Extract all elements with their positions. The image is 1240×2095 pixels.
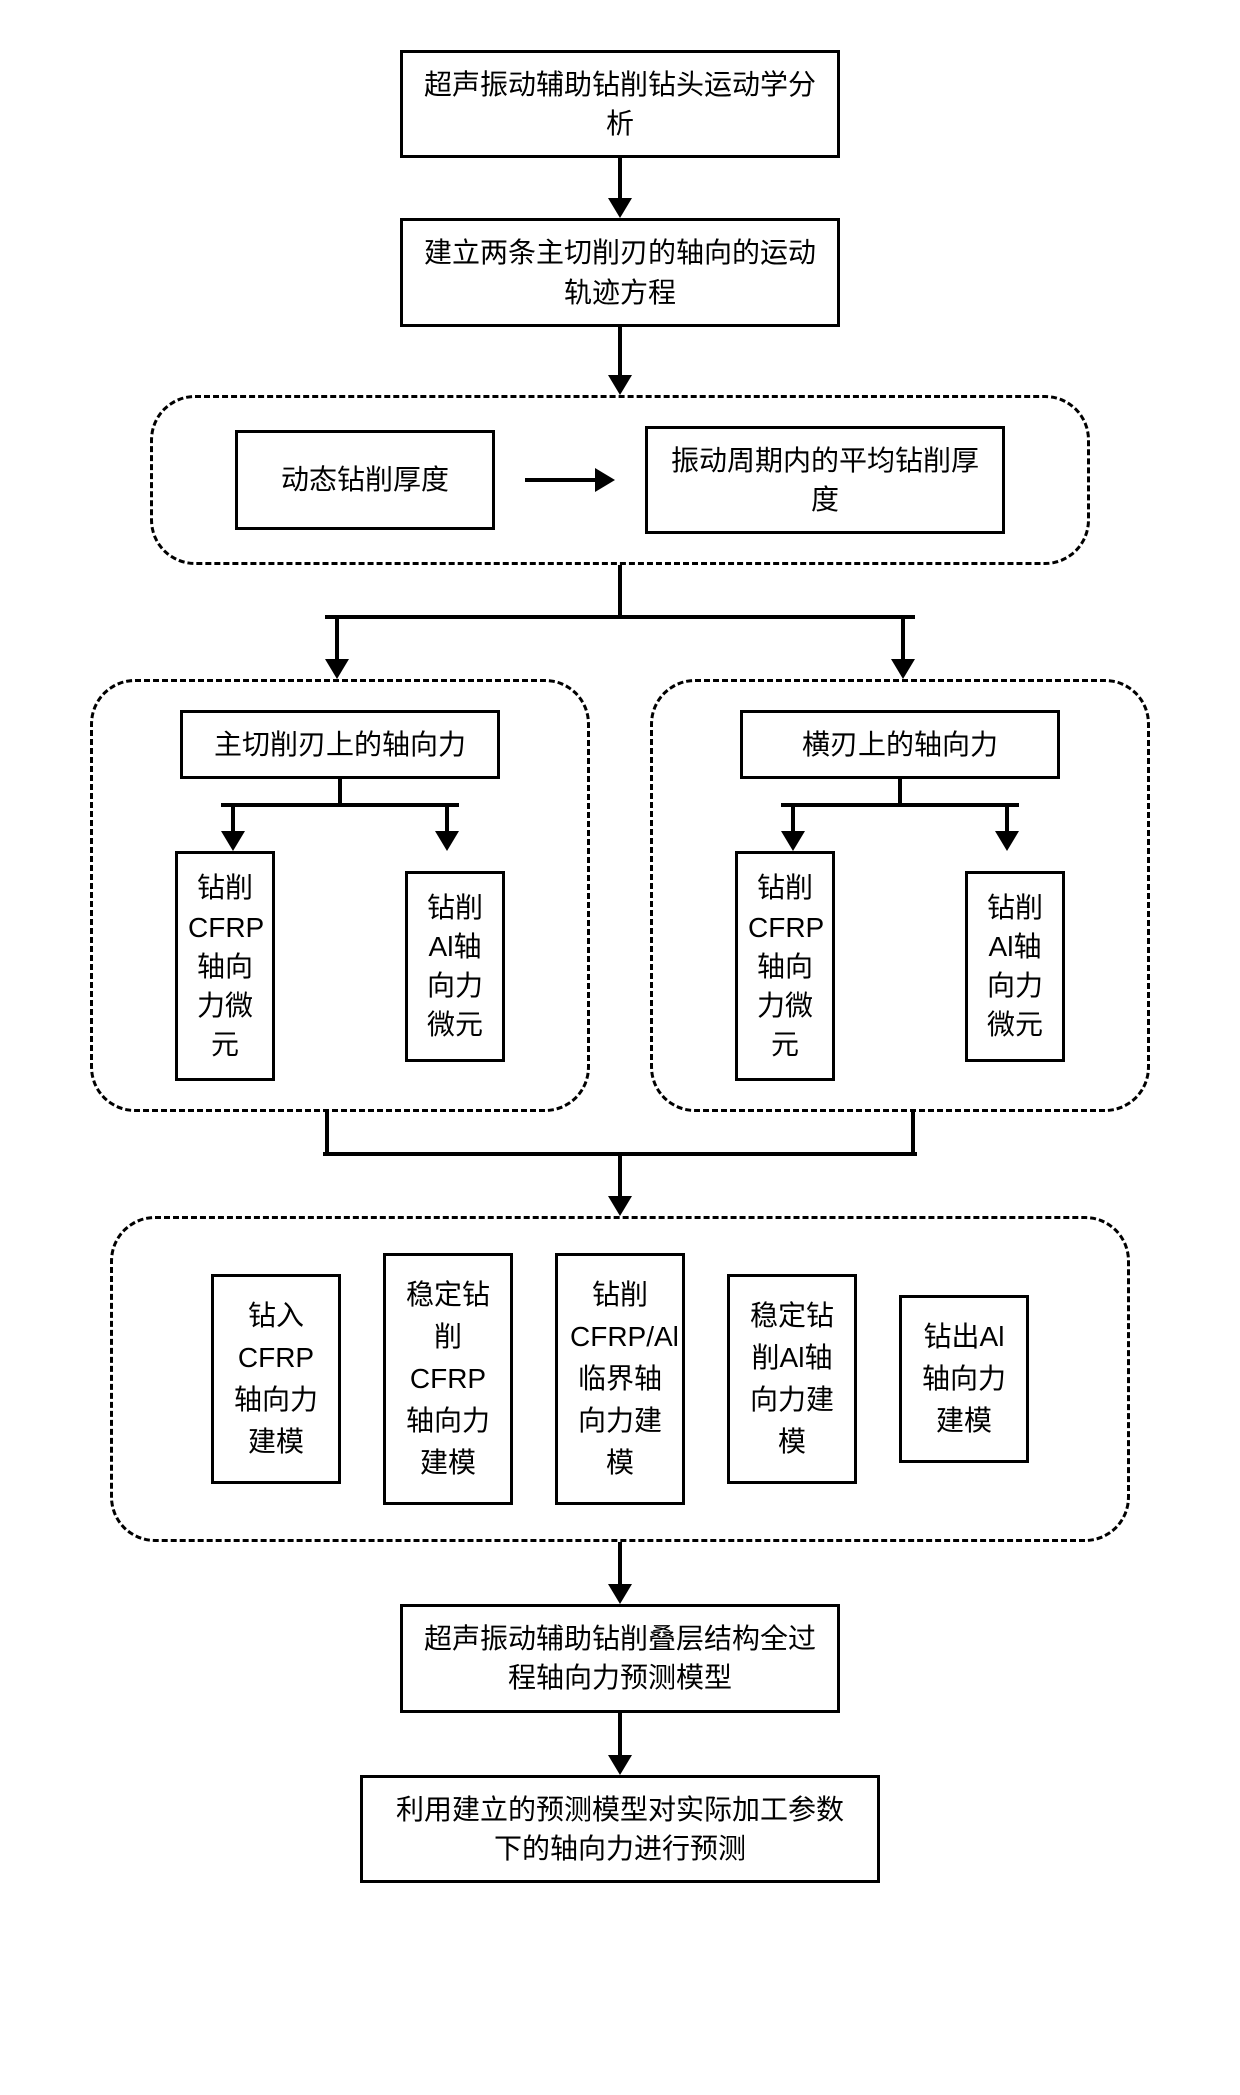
flowchart-root: 超声振动辅助钻削钻头运动学分析 建立两条主切削刃的轴向的运动轨迹方程 动态钻削厚… bbox=[70, 50, 1170, 1883]
node-dynamic-thickness: 动态钻削厚度 bbox=[235, 430, 495, 530]
group-main-edge-force: 主切削刃上的轴向力 钻削CFRP轴向力微元 钻削Al轴向力微元 bbox=[90, 679, 590, 1112]
node-apply-prediction: 利用建立的预测模型对实际加工参数下的轴向力进行预测 bbox=[360, 1775, 880, 1883]
group-thickness: 动态钻削厚度 振动周期内的平均钻削厚度 bbox=[150, 395, 1090, 565]
connector-merge bbox=[70, 1112, 1170, 1216]
group-modeling-stages: 钻入CFRP轴向力建模 稳定钻削CFRP轴向力建模 钻削CFRP/Al临界轴向力… bbox=[110, 1216, 1130, 1542]
node-stable-cfrp-model: 稳定钻削CFRP轴向力建模 bbox=[383, 1253, 513, 1505]
node-kinematic-analysis: 超声振动辅助钻削钻头运动学分析 bbox=[400, 50, 840, 158]
node-drill-in-cfrp-model: 钻入CFRP轴向力建模 bbox=[211, 1274, 341, 1484]
connector bbox=[608, 327, 632, 395]
node-main-edge-axial-force: 主切削刃上的轴向力 bbox=[180, 710, 500, 779]
node-cfrp-force-element-chisel: 钻削CFRP轴向力微元 bbox=[735, 851, 835, 1081]
connector bbox=[608, 1542, 632, 1604]
node-al-force-element-chisel: 钻削Al轴向力微元 bbox=[965, 871, 1065, 1062]
connector bbox=[608, 158, 632, 218]
connector-split bbox=[70, 565, 1170, 679]
node-cfrp-al-boundary-model: 钻削CFRP/Al临界轴向力建模 bbox=[555, 1253, 685, 1505]
connector bbox=[608, 1713, 632, 1775]
node-drill-out-al-model: 钻出Al轴向力建模 bbox=[899, 1295, 1029, 1463]
node-chisel-edge-axial-force: 横刃上的轴向力 bbox=[740, 710, 1060, 779]
node-full-prediction-model: 超声振动辅助钻削叠层结构全过程轴向力预测模型 bbox=[400, 1604, 840, 1712]
row-force-groups: 主切削刃上的轴向力 钻削CFRP轴向力微元 钻削Al轴向力微元 横刃上的轴向力 bbox=[90, 679, 1150, 1112]
node-avg-thickness: 振动周期内的平均钻削厚度 bbox=[645, 426, 1005, 534]
node-trajectory-equation: 建立两条主切削刃的轴向的运动轨迹方程 bbox=[400, 218, 840, 326]
node-cfrp-force-element-main: 钻削CFRP轴向力微元 bbox=[175, 851, 275, 1081]
group-chisel-edge-force: 横刃上的轴向力 钻削CFRP轴向力微元 钻削Al轴向力微元 bbox=[650, 679, 1150, 1112]
connector bbox=[525, 468, 615, 492]
node-al-force-element-main: 钻削Al轴向力微元 bbox=[405, 871, 505, 1062]
node-stable-al-model: 稳定钻削Al轴向力建模 bbox=[727, 1274, 857, 1484]
